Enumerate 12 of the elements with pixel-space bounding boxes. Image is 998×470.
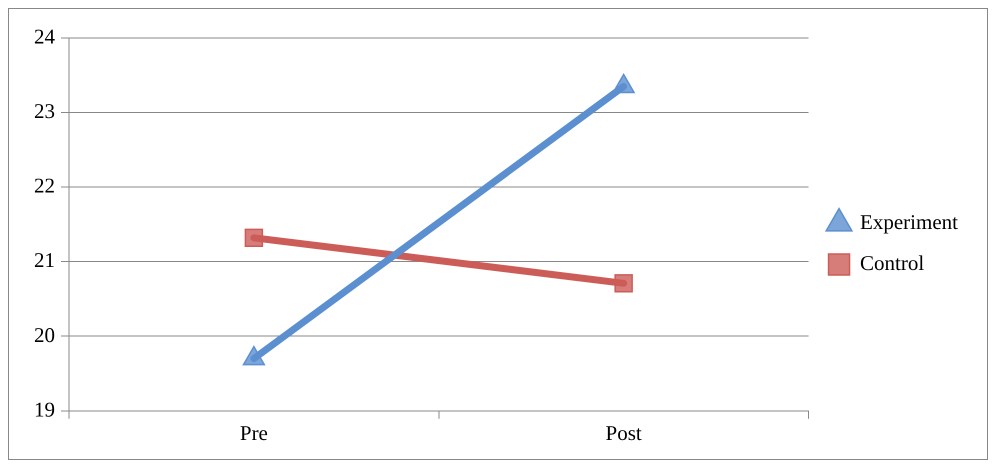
y-tick-label: 19 [34,397,55,422]
point [244,228,264,248]
y-tick-label: 24 [34,24,56,49]
y-tick-label: 23 [34,99,55,124]
point [614,274,633,293]
legend-label: Experiment [860,210,958,234]
legend-label: Control [860,251,924,276]
x-tick-label: Post [606,420,642,445]
x-tick-label: Pre [240,420,268,445]
y-tick-label: 20 [34,322,55,347]
y-tick-label: 22 [34,174,55,198]
y-tick-label: 21 [34,248,55,272]
